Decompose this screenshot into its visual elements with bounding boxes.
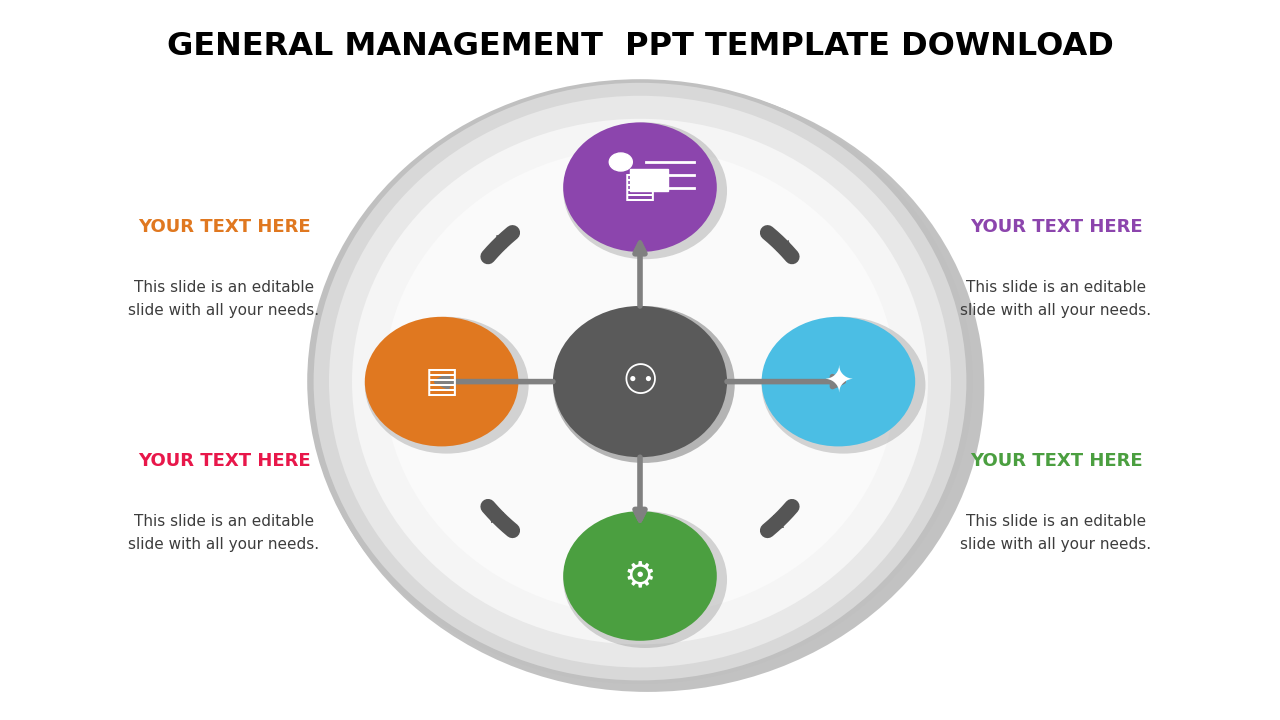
Text: GENERAL MANAGEMENT  PPT TEMPLATE DOWNLOAD: GENERAL MANAGEMENT PPT TEMPLATE DOWNLOAD [166,31,1114,63]
Ellipse shape [314,83,966,680]
Ellipse shape [563,122,727,259]
Text: This slide is an editable
slide with all your needs.: This slide is an editable slide with all… [960,513,1152,552]
Text: This slide is an editable
slide with all your needs.: This slide is an editable slide with all… [128,513,320,552]
Text: ▤: ▤ [623,170,657,204]
Ellipse shape [762,317,915,446]
Ellipse shape [352,119,928,644]
Ellipse shape [329,96,951,667]
Text: YOUR TEXT HERE: YOUR TEXT HERE [138,452,310,470]
Ellipse shape [553,306,727,457]
Text: This slide is an editable
slide with all your needs.: This slide is an editable slide with all… [960,279,1152,318]
Text: ✦: ✦ [823,364,854,399]
Ellipse shape [365,317,529,454]
Ellipse shape [609,153,632,171]
Text: YOUR TEXT HERE: YOUR TEXT HERE [970,452,1142,470]
Text: YOUR TEXT HERE: YOUR TEXT HERE [970,217,1142,235]
Text: YOUR TEXT HERE: YOUR TEXT HERE [138,217,310,235]
Text: ▤: ▤ [425,364,458,399]
Ellipse shape [563,511,717,641]
Ellipse shape [762,317,925,454]
Ellipse shape [365,317,518,446]
Bar [630,169,668,191]
Ellipse shape [563,511,727,648]
Text: This slide is an editable
slide with all your needs.: This slide is an editable slide with all… [128,279,320,318]
Text: ⚇: ⚇ [621,361,659,402]
Ellipse shape [563,122,717,252]
Ellipse shape [311,83,984,692]
Text: ⚙: ⚙ [623,559,657,593]
Ellipse shape [307,79,973,684]
Ellipse shape [553,306,735,463]
Ellipse shape [384,148,896,616]
